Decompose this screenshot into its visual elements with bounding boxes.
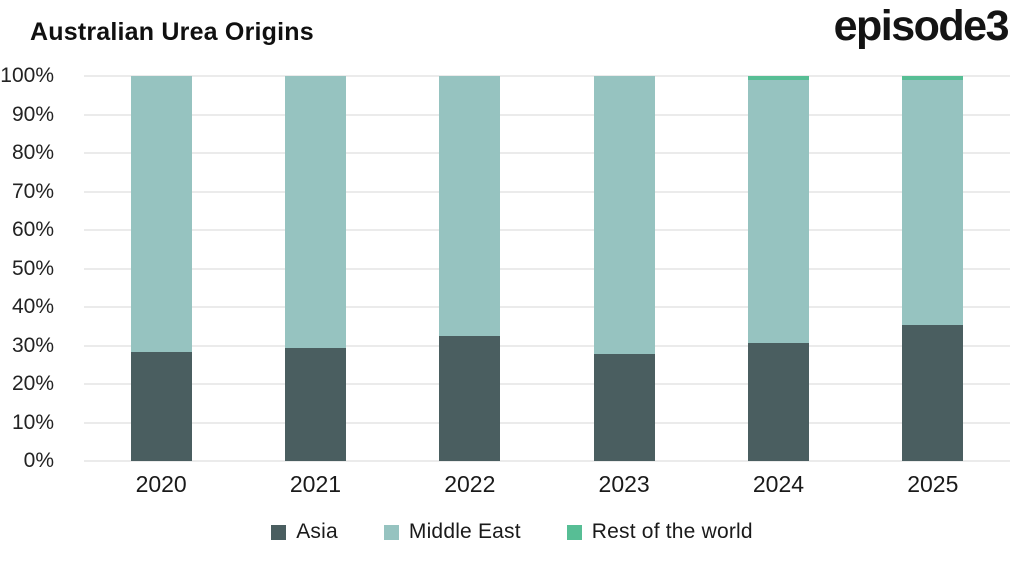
y-tick-label-100: 100%: [0, 64, 54, 87]
x-tick-label-2025: 2025: [907, 471, 959, 497]
legend-item-asia: Asia: [271, 520, 338, 544]
bar-segment-2025-middle-east: [902, 79, 964, 326]
gridline-30: [84, 344, 1010, 347]
bar-2021: [284, 76, 346, 461]
y-tick-label-40: 40%: [11, 295, 54, 318]
legend-label: Rest of the world: [591, 520, 753, 543]
gridline-90: [84, 113, 1010, 116]
bar-2022: [439, 76, 501, 461]
gridline-10: [84, 421, 1010, 424]
y-tick-label-90: 90%: [11, 102, 54, 126]
legend-swatch-icon: [566, 524, 582, 540]
bar-segment-2024-rest-of-the-world: [747, 76, 809, 80]
gridline-60: [84, 229, 1010, 231]
x-tick-label-2023: 2023: [598, 471, 650, 497]
bar-segment-2021-middle-east: [284, 76, 346, 349]
legend-swatch-icon: [271, 524, 287, 540]
legend-item-rest-of-the-world: Rest of the world: [566, 520, 753, 544]
plot-area: 0% 10% 20% 30% 40% 50% 60% 70% 80% 90% 100%: [0, 64, 1010, 472]
y-tick-label-30: 30%: [11, 333, 54, 357]
chart-title: Australian Urea Origins: [30, 18, 314, 46]
bar-2025: [902, 76, 964, 461]
gridline-70: [84, 190, 1010, 193]
y-tick-label-60: 60%: [11, 218, 54, 241]
x-tick-label-2024: 2024: [752, 471, 805, 497]
bars-layer: [84, 76, 1010, 461]
bar-2023: [593, 76, 655, 461]
legend-item-middle-east: Middle East: [383, 520, 521, 544]
bar-segment-2025-rest-of-the-world: [902, 76, 964, 80]
y-tick-label-0: 0%: [23, 449, 54, 472]
gridline-40: [84, 306, 1010, 308]
bar-segment-2022-asia: [439, 336, 501, 461]
episode3-logo: episode3: [833, 2, 1010, 50]
gridline-20: [84, 383, 1010, 385]
y-tick-label-20: 20%: [11, 372, 54, 395]
y-tick-label-70: 70%: [11, 179, 54, 203]
y-tick-label-50: 50%: [11, 256, 54, 280]
bar-segment-2023-middle-east: [593, 76, 655, 355]
x-tick-label-2020: 2020: [135, 471, 187, 497]
legend: Asia Middle East Rest of the world: [0, 520, 1024, 544]
y-tick-label-80: 80%: [11, 141, 54, 164]
bar-segment-2023-asia: [593, 354, 655, 461]
gridline-80: [84, 152, 1010, 154]
bar-segment-2020-asia: [130, 352, 192, 461]
legend-label: Asia: [296, 520, 338, 543]
gridline-100: [84, 75, 1010, 77]
gridline-0: [84, 460, 1010, 462]
legend-swatch-icon: [383, 524, 399, 540]
bar-segment-2024-asia: [747, 342, 809, 461]
bar-2024: [747, 76, 809, 461]
bar-segment-2025-asia: [902, 325, 964, 461]
x-tick-label-2021: 2021: [289, 471, 342, 497]
bar-2020: [130, 76, 192, 461]
bar-segment-2024-middle-east: [747, 79, 809, 343]
bar-segment-2020-middle-east: [130, 76, 192, 353]
bar-segment-2022-middle-east: [439, 76, 501, 337]
bar-segment-2021-asia: [284, 348, 346, 461]
x-tick-label-2022: 2022: [444, 471, 496, 497]
legend-label: Middle East: [408, 520, 521, 543]
gridline-50: [84, 267, 1010, 270]
x-axis: 2020 2021 2022 2023 2024 2025: [84, 471, 1010, 498]
y-tick-label-10: 10%: [11, 410, 54, 434]
